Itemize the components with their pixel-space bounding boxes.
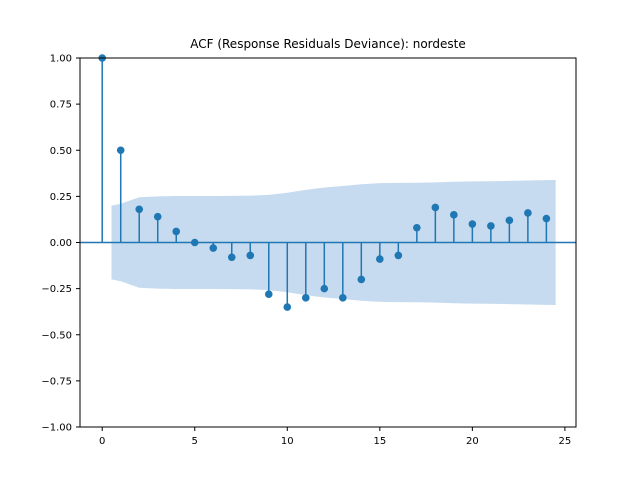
acf-marker-lag-15 xyxy=(376,255,384,263)
acf-marker-lag-12 xyxy=(320,284,329,293)
x-tick-label: 20 xyxy=(466,436,479,447)
y-tick-label: 0.00 xyxy=(50,238,72,249)
y-tick-label: 0.50 xyxy=(50,146,72,157)
y-tick-label: 0.75 xyxy=(50,100,72,111)
acf-marker-lag-7 xyxy=(227,253,236,262)
acf-marker-lag-13 xyxy=(339,294,347,302)
x-tick-label: 5 xyxy=(192,436,198,447)
y-tick-label: −1.00 xyxy=(41,423,72,434)
acf-marker-lag-4 xyxy=(172,227,181,236)
tick-layer: 0 5 10 15 20 25 −1.00 −0.75 −0.50 −0.25 0.00 0.25 0.… xyxy=(41,54,571,448)
y-tick-label: 0.25 xyxy=(50,192,72,203)
acf-marker-lag-10 xyxy=(283,303,292,311)
acf-marker-lag-6 xyxy=(209,244,218,252)
x-tick-label: 10 xyxy=(281,436,294,447)
y-tick-label: −0.50 xyxy=(41,330,72,341)
x-tick-label: 0 xyxy=(99,436,105,447)
acf-marker-lag-20 xyxy=(468,220,477,228)
acf-marker-lag-14 xyxy=(357,275,366,284)
acf-marker-lag-21 xyxy=(487,222,495,230)
acf-marker-lag-5 xyxy=(190,238,199,247)
acf-marker-lag-3 xyxy=(153,212,162,221)
acf-marker-lag-24 xyxy=(542,214,551,223)
acf-marker-lag-9 xyxy=(264,290,273,298)
x-tick-label: 25 xyxy=(559,436,572,447)
y-tick-label: −0.25 xyxy=(41,284,72,295)
stem-layer xyxy=(98,54,551,311)
x-tick-label: 15 xyxy=(373,436,386,447)
y-tick-label: 1.00 xyxy=(50,54,72,65)
acf-marker-lag-2 xyxy=(135,205,144,214)
acf-marker-lag-17 xyxy=(413,223,421,232)
y-tick-label: −0.75 xyxy=(41,376,72,387)
acf-marker-lag-8 xyxy=(246,251,255,260)
acf-marker-lag-18 xyxy=(431,203,440,212)
acf-marker-lag-22 xyxy=(505,216,514,225)
chart-title: ACF (Response Residuals Deviance): norde… xyxy=(190,37,466,51)
acf-marker-lag-23 xyxy=(524,209,532,217)
acf-marker-lag-1 xyxy=(116,146,125,155)
acf-marker-lag-11 xyxy=(301,294,310,302)
acf-marker-lag-16 xyxy=(394,251,403,260)
acf-marker-lag-19 xyxy=(450,211,458,219)
